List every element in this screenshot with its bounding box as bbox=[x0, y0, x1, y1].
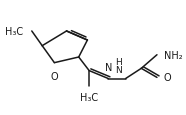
Text: H₃C: H₃C bbox=[5, 27, 23, 37]
Text: H
N: H N bbox=[115, 57, 122, 74]
Text: N: N bbox=[105, 62, 112, 72]
Text: O: O bbox=[51, 71, 58, 81]
Text: O: O bbox=[164, 73, 171, 83]
Text: NH₂: NH₂ bbox=[164, 50, 182, 60]
Text: H₃C: H₃C bbox=[80, 92, 98, 102]
